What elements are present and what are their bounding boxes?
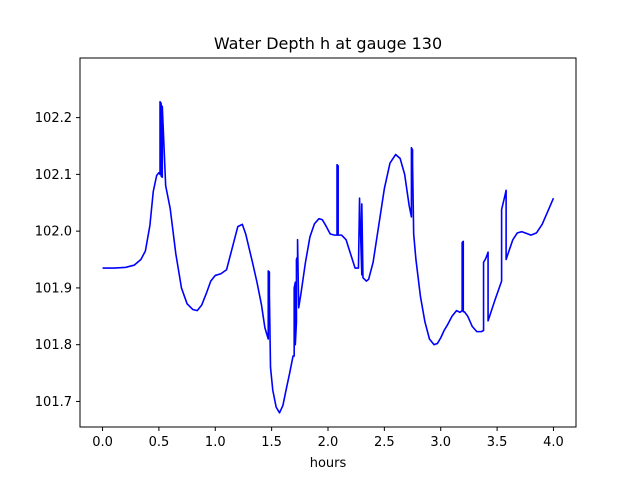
y-tick-label: 101.8 — [35, 338, 72, 353]
y-tick-label: 102.2 — [35, 111, 72, 126]
data-layer — [102, 100, 555, 414]
chart-title: Water Depth h at gauge 130 — [214, 34, 442, 53]
x-tick-label: 0.5 — [149, 435, 170, 450]
x-tick-label: 4.0 — [543, 435, 564, 450]
x-axis-label: hours — [310, 456, 347, 471]
plot-area: 0.0 0.5 1.0 1.5 2.0 2.5 3.0 3.5 4.0 101.7101.810… — [35, 57, 577, 450]
x-tick-label: 3.0 — [430, 435, 451, 450]
y-tick-label: 101.7 — [35, 395, 72, 410]
y-axis-ticks: 101.7 101.8 101.9 102.0 102.1 102.2 — [35, 111, 80, 410]
x-tick-label: 2.0 — [318, 435, 339, 450]
y-tick-label: 101.9 — [35, 281, 72, 296]
series-line — [102, 100, 555, 414]
y-tick-label: 102.1 — [35, 168, 72, 183]
y-tick-label: 102.0 — [35, 225, 72, 240]
x-tick-label: 2.5 — [374, 435, 395, 450]
x-tick-label: 3.5 — [487, 435, 508, 450]
x-tick-label: 1.5 — [261, 435, 282, 450]
x-axis-ticks: 0.0 0.5 1.0 1.5 2.0 2.5 3.0 3.5 4.0 — [92, 427, 564, 450]
x-tick-label: 1.0 — [205, 435, 226, 450]
x-tick-label: 0.0 — [92, 435, 113, 450]
